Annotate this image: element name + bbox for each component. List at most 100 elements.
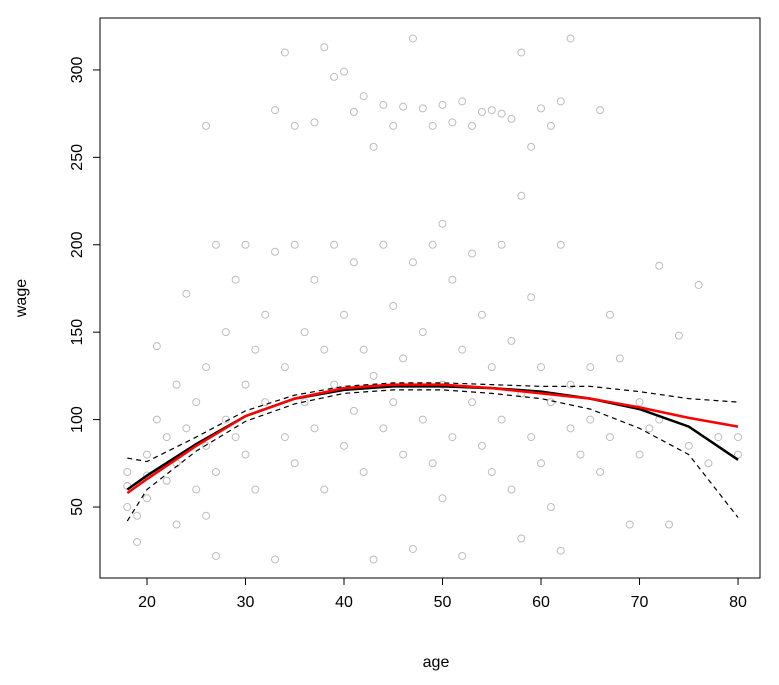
point: [202, 121, 211, 130]
point: [133, 537, 142, 546]
point: [596, 106, 605, 115]
point: [537, 363, 546, 372]
point: [182, 424, 191, 433]
point: [635, 398, 644, 407]
point: [211, 468, 220, 477]
point: [497, 109, 506, 118]
point: [359, 468, 368, 477]
point: [369, 555, 378, 564]
point: [566, 34, 575, 43]
point: [271, 247, 280, 256]
point: [418, 328, 427, 337]
point: [665, 520, 674, 529]
point: [349, 107, 358, 116]
point: [448, 118, 457, 127]
point: [635, 450, 644, 459]
point: [389, 398, 398, 407]
point: [605, 310, 614, 319]
point: [241, 240, 250, 249]
point: [546, 503, 555, 512]
point: [330, 380, 339, 389]
x-tick-label: 70: [631, 594, 649, 611]
point: [320, 345, 329, 354]
point: [162, 476, 171, 485]
point: [438, 494, 447, 503]
point: [527, 293, 536, 302]
point: [152, 415, 161, 424]
point: [192, 485, 201, 494]
confidence-band: [127, 382, 739, 463]
point: [310, 424, 319, 433]
point: [418, 415, 427, 424]
point: [241, 380, 250, 389]
point: [734, 450, 743, 459]
point: [192, 398, 201, 407]
point: [684, 441, 693, 450]
point: [340, 441, 349, 450]
point: [527, 433, 536, 442]
fit-line: [126, 383, 739, 495]
x-tick-label: 60: [532, 594, 550, 611]
point: [123, 468, 132, 477]
point: [359, 345, 368, 354]
point: [428, 121, 437, 130]
point: [418, 104, 427, 113]
point: [704, 459, 713, 468]
point: [586, 415, 595, 424]
point: [320, 485, 329, 494]
point: [497, 240, 506, 249]
point: [546, 121, 555, 130]
point: [162, 433, 171, 442]
point: [359, 92, 368, 101]
y-tick-label: 50: [69, 498, 86, 516]
point: [566, 380, 575, 389]
point: [517, 534, 526, 543]
point: [537, 104, 546, 113]
point: [231, 433, 240, 442]
point: [645, 424, 654, 433]
point: [172, 380, 181, 389]
point: [408, 34, 417, 43]
point: [507, 485, 516, 494]
point: [202, 441, 211, 450]
point: [507, 114, 516, 123]
point: [271, 106, 280, 115]
point: [438, 100, 447, 109]
point: [428, 240, 437, 249]
point: [399, 354, 408, 363]
confidence-band: [126, 389, 739, 522]
x-tick-label: 80: [729, 594, 747, 611]
point: [596, 468, 605, 477]
point: [290, 459, 299, 468]
point: [389, 301, 398, 310]
point: [340, 310, 349, 319]
point: [271, 555, 280, 564]
point: [448, 433, 457, 442]
y-tick-label: 300: [69, 56, 86, 83]
point: [408, 258, 417, 267]
point: [369, 371, 378, 380]
point: [280, 433, 289, 442]
point: [280, 363, 289, 372]
point: [507, 336, 516, 345]
point: [142, 494, 151, 503]
point: [556, 240, 565, 249]
point: [320, 43, 329, 52]
point: [468, 121, 477, 130]
point: [349, 258, 358, 267]
point: [537, 459, 546, 468]
point: [349, 406, 358, 415]
y-axis-label: wage: [13, 279, 30, 318]
point: [625, 520, 634, 529]
point: [399, 450, 408, 459]
point: [694, 280, 703, 289]
point: [231, 275, 240, 284]
point: [674, 331, 683, 340]
point: [389, 121, 398, 130]
point: [202, 511, 211, 520]
point: [714, 433, 723, 442]
y-tick-label: 200: [69, 231, 86, 258]
point: [458, 345, 467, 354]
point: [517, 191, 526, 200]
